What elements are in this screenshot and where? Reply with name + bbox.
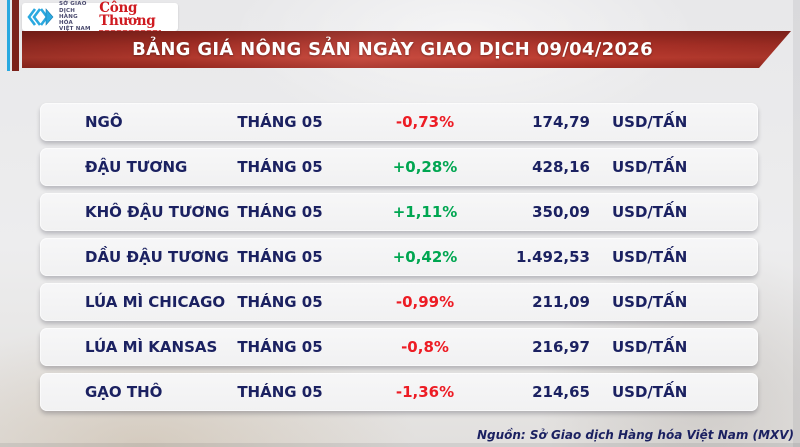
title-banner: BẢNG GIÁ NÔNG SẢN NGÀY GIAO DỊCH 09/04/2… bbox=[22, 31, 791, 68]
change-percent: -0,8% bbox=[401, 338, 449, 356]
price-value: 1.492,53 bbox=[515, 248, 590, 266]
change-percent: +1,11% bbox=[392, 203, 458, 221]
change-percent: -0,99% bbox=[395, 293, 455, 311]
congthuong-logo-text: Công Thương bbox=[99, 0, 156, 29]
table-row: GẠO THÔ THÁNG 05 -1,36% 214,65 USD/TẤN bbox=[40, 373, 758, 411]
price-unit: USD/TẤN bbox=[612, 158, 688, 176]
congthuong-logo: Công Thương bbox=[99, 0, 173, 33]
commodity-name: GẠO THÔ bbox=[85, 383, 163, 401]
commodity-name: KHÔ ĐẬU TƯƠNG bbox=[85, 203, 230, 221]
contract-month: THÁNG 05 bbox=[237, 158, 323, 176]
bottom-edge-shade bbox=[0, 443, 800, 447]
price-unit: USD/TẤN bbox=[612, 203, 688, 221]
price-value: 174,79 bbox=[532, 113, 590, 131]
contract-month: THÁNG 05 bbox=[237, 338, 323, 356]
price-value: 214,65 bbox=[532, 383, 590, 401]
change-percent: -1,36% bbox=[395, 383, 455, 401]
change-percent: +0,42% bbox=[392, 248, 458, 266]
contract-month: THÁNG 05 bbox=[237, 248, 323, 266]
price-value: 428,16 bbox=[532, 158, 590, 176]
contract-month: THÁNG 05 bbox=[237, 203, 323, 221]
right-edge-shade bbox=[793, 0, 800, 447]
table-row: LÚA MÌ CHICAGO THÁNG 05 -0,99% 211,09 US… bbox=[40, 283, 758, 321]
price-value: 211,09 bbox=[532, 293, 590, 311]
mxv-org-name: SỞ GIAO DỊCH HÀNG HÓA VIỆT NAM bbox=[59, 1, 91, 33]
table-row: DẦU ĐẬU TƯƠNG THÁNG 05 +0,42% 1.492,53 U… bbox=[40, 238, 758, 276]
commodity-name: LÚA MÌ KANSAS bbox=[85, 338, 218, 356]
price-unit: USD/TẤN bbox=[612, 338, 688, 356]
contract-month: THÁNG 05 bbox=[237, 293, 323, 311]
commodity-name: NGÔ bbox=[85, 113, 123, 131]
table-row: NGÔ THÁNG 05 -0,73% 174,79 USD/TẤN bbox=[40, 103, 758, 141]
price-rows: NGÔ THÁNG 05 -0,73% 174,79 USD/TẤN ĐẬU T… bbox=[40, 103, 758, 411]
contract-month: THÁNG 05 bbox=[237, 383, 323, 401]
commodity-name: LÚA MÌ CHICAGO bbox=[85, 293, 226, 311]
contract-month: THÁNG 05 bbox=[237, 113, 323, 131]
source-credit: Nguồn: Sở Giao dịch Hàng hóa Việt Nam (M… bbox=[476, 428, 794, 442]
table-row: KHÔ ĐẬU TƯƠNG THÁNG 05 +1,11% 350,09 USD… bbox=[40, 193, 758, 231]
price-unit: USD/TẤN bbox=[612, 113, 688, 131]
commodity-name: DẦU ĐẬU TƯƠNG bbox=[85, 248, 229, 266]
price-unit: USD/TẤN bbox=[612, 293, 688, 311]
page-title: BẢNG GIÁ NÔNG SẢN NGÀY GIAO DỊCH 09/04/2… bbox=[132, 39, 653, 60]
commodity-name: ĐẬU TƯƠNG bbox=[85, 158, 188, 176]
logo-plate: SỞ GIAO DỊCH HÀNG HÓA VIỆT NAM Công Thươ… bbox=[22, 0, 178, 33]
price-unit: USD/TẤN bbox=[612, 248, 688, 266]
mxv-logo-icon bbox=[27, 8, 54, 26]
left-accent-stripe-maroon bbox=[12, 0, 19, 71]
table-row: ĐẬU TƯƠNG THÁNG 05 +0,28% 428,16 USD/TẤN bbox=[40, 148, 758, 186]
change-percent: +0,28% bbox=[392, 158, 458, 176]
price-value: 216,97 bbox=[532, 338, 590, 356]
table-row: LÚA MÌ KANSAS THÁNG 05 -0,8% 216,97 USD/… bbox=[40, 328, 758, 366]
change-percent: -0,73% bbox=[395, 113, 455, 131]
price-value: 350,09 bbox=[532, 203, 590, 221]
left-accent-stripe-blue bbox=[7, 0, 10, 71]
price-unit: USD/TẤN bbox=[612, 383, 688, 401]
